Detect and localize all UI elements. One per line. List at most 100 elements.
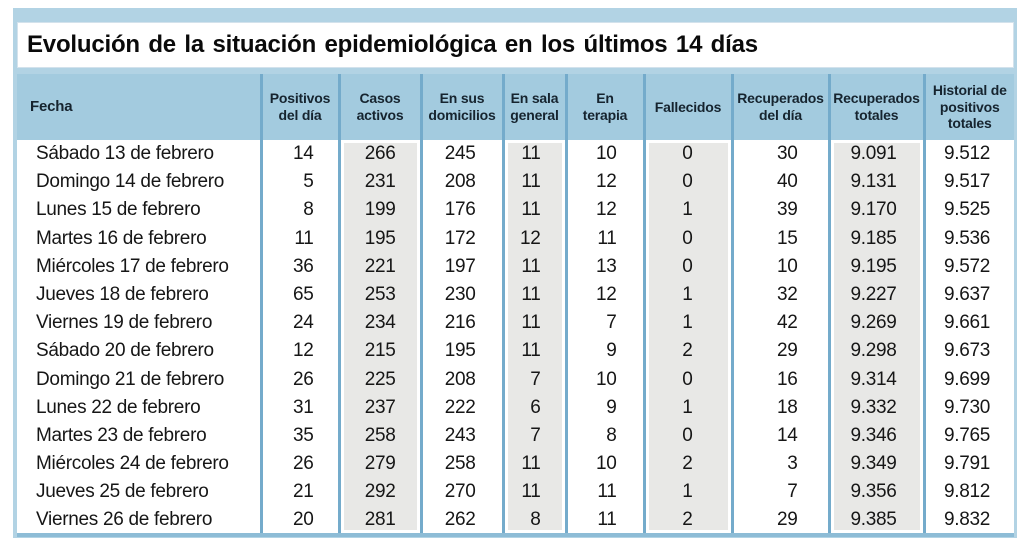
date-cell: Jueves 18 de febrero <box>17 280 261 310</box>
value-cell: 0 <box>642 252 732 281</box>
value-cell: 7 <box>501 421 566 451</box>
column-header: Historial de positivos totales <box>922 74 1014 140</box>
value-cell: 18 <box>730 393 829 422</box>
column-header: Fallecidos <box>642 74 732 140</box>
value-cell: 11 <box>564 478 644 507</box>
value-cell: 13 <box>564 252 644 281</box>
table-row: Lunes 22 de febrero 31 237 222 6 9 1 18 9.332 9.7… <box>17 393 1014 422</box>
value-cell: 10 <box>564 365 644 394</box>
value-cell: 176 <box>419 196 503 225</box>
value-cell: 9.791 <box>922 450 1014 479</box>
value-cell: 8 <box>259 196 339 225</box>
value-cell: 9.269 <box>827 309 924 338</box>
value-cell: 1 <box>642 393 732 422</box>
value-cell: 1 <box>642 478 732 507</box>
value-cell: 11 <box>501 309 566 338</box>
value-cell: 29 <box>730 506 829 535</box>
value-cell: 292 <box>337 478 421 507</box>
value-cell: 0 <box>642 224 732 253</box>
value-cell: 10 <box>730 252 829 281</box>
value-cell: 221 <box>337 252 421 281</box>
value-cell: 9.332 <box>827 393 924 422</box>
value-cell: 9.385 <box>827 506 924 535</box>
value-cell: 0 <box>642 365 732 394</box>
value-cell: 9.131 <box>827 168 924 197</box>
value-cell: 2 <box>642 506 732 535</box>
value-cell: 11 <box>501 450 566 479</box>
value-cell: 9.832 <box>922 506 1014 535</box>
value-cell: 36 <box>259 252 339 281</box>
value-cell: 11 <box>501 168 566 197</box>
value-cell: 222 <box>419 393 503 422</box>
value-cell: 281 <box>337 506 421 535</box>
value-cell: 9.673 <box>922 337 1014 366</box>
value-cell: 15 <box>730 224 829 253</box>
value-cell: 31 <box>259 393 339 422</box>
table-row: Martes 16 de febrero 11 195 172 12 11 0 15 9.185… <box>17 224 1014 253</box>
value-cell: 195 <box>337 224 421 253</box>
value-cell: 42 <box>730 309 829 338</box>
value-cell: 11 <box>501 478 566 507</box>
value-cell: 40 <box>730 168 829 197</box>
value-cell: 9.346 <box>827 421 924 451</box>
value-cell: 9.170 <box>827 196 924 225</box>
column-header: Fecha <box>17 74 261 140</box>
value-cell: 16 <box>730 365 829 394</box>
value-cell: 9.812 <box>922 478 1014 507</box>
value-cell: 245 <box>419 140 503 169</box>
date-cell: Domingo 21 de febrero <box>17 365 261 394</box>
value-cell: 30 <box>730 140 829 169</box>
value-cell: 32 <box>730 280 829 310</box>
value-cell: 0 <box>642 421 732 451</box>
date-cell: Miércoles 24 de febrero <box>17 450 261 479</box>
value-cell: 262 <box>419 506 503 535</box>
value-cell: 208 <box>419 365 503 394</box>
value-cell: 11 <box>501 252 566 281</box>
column-header: En sala general <box>501 74 566 140</box>
table-row: Martes 23 de febrero 35 258 243 7 8 0 14 9.346 9.… <box>17 421 1014 451</box>
value-cell: 9.661 <box>922 309 1014 338</box>
value-cell: 11 <box>259 224 339 253</box>
column-header: En terapia <box>564 74 644 140</box>
value-cell: 172 <box>419 224 503 253</box>
value-cell: 24 <box>259 309 339 338</box>
table-row: Domingo 21 de febrero 26 225 208 7 10 0 16 9.314… <box>17 365 1014 394</box>
table-row: Domingo 14 de febrero 5 231 208 11 12 0 40 9.131… <box>17 168 1014 197</box>
value-cell: 0 <box>642 168 732 197</box>
value-cell: 14 <box>730 421 829 451</box>
value-cell: 9.185 <box>827 224 924 253</box>
column-header: Casos activos <box>337 74 421 140</box>
page-title: Evolución de la situación epidemiológica… <box>27 31 758 58</box>
value-cell: 11 <box>564 506 644 535</box>
value-cell: 7 <box>501 365 566 394</box>
value-cell: 9.298 <box>827 337 924 366</box>
title-bar: Evolución de la situación epidemiológica… <box>17 22 1014 68</box>
value-cell: 9.512 <box>922 140 1014 169</box>
table-row: Jueves 18 de febrero 65 253 230 11 12 1 32 9.227… <box>17 280 1014 310</box>
date-cell: Viernes 26 de febrero <box>17 506 261 535</box>
table-row: Miércoles 17 de febrero 36 221 197 11 13 0 10 9.… <box>17 252 1014 281</box>
value-cell: 6 <box>501 393 566 422</box>
value-cell: 39 <box>730 196 829 225</box>
value-cell: 11 <box>501 140 566 169</box>
value-cell: 3 <box>730 450 829 479</box>
value-cell: 0 <box>642 140 732 169</box>
table-row: Miércoles 24 de febrero 26 279 258 11 10 2 3 9.3… <box>17 450 1014 479</box>
value-cell: 5 <box>259 168 339 197</box>
value-cell: 12 <box>564 168 644 197</box>
value-cell: 12 <box>501 224 566 253</box>
value-cell: 237 <box>337 393 421 422</box>
value-cell: 8 <box>564 421 644 451</box>
date-cell: Miércoles 17 de febrero <box>17 252 261 281</box>
value-cell: 9.699 <box>922 365 1014 394</box>
value-cell: 270 <box>419 478 503 507</box>
value-cell: 9.572 <box>922 252 1014 281</box>
table-row: Sábado 13 de febrero 14 266 245 11 10 0 30 9.091… <box>17 140 1014 169</box>
table-row: Jueves 25 de febrero 21 292 270 11 11 1 7 9.356 9… <box>17 478 1014 507</box>
value-cell: 243 <box>419 421 503 451</box>
value-cell: 14 <box>259 140 339 169</box>
value-cell: 9.525 <box>922 196 1014 225</box>
table-row: Viernes 19 de febrero 24 234 216 11 7 1 42 9.269… <box>17 309 1014 338</box>
value-cell: 230 <box>419 280 503 310</box>
